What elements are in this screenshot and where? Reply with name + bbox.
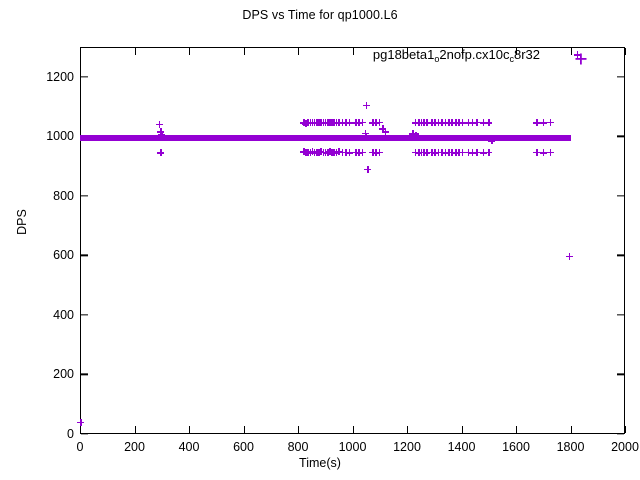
y-tick-mark xyxy=(81,195,88,197)
x-tick-mark-top xyxy=(625,48,627,55)
x-tick-label: 0 xyxy=(76,440,84,454)
x-tick-mark xyxy=(189,426,191,433)
y-tick-mark-right xyxy=(617,195,624,197)
x-tick-label: 1000 xyxy=(338,440,367,454)
x-tick-mark-top xyxy=(570,48,572,55)
x-tick-mark xyxy=(407,426,409,433)
x-tick-mark xyxy=(243,426,245,433)
y-tick-label: 600 xyxy=(53,248,74,263)
y-tick-mark-right xyxy=(617,76,624,78)
x-tick-mark-top xyxy=(189,48,191,55)
y-tick-mark-right xyxy=(617,135,624,137)
y-axis-label: DPS xyxy=(15,209,29,235)
x-tick-mark-top xyxy=(243,48,245,55)
legend-marker-sample xyxy=(574,52,588,66)
x-tick-mark xyxy=(298,426,300,433)
y-tick-mark xyxy=(81,254,88,257)
y-tick-label: 1200 xyxy=(46,69,74,84)
x-tick-mark xyxy=(352,426,354,433)
x-axis-label: Time(s) xyxy=(299,456,341,470)
x-tick-label: 1200 xyxy=(393,440,421,454)
y-tick-label: 200 xyxy=(53,367,74,382)
x-tick-label: 800 xyxy=(287,440,309,454)
y-tick-mark-right xyxy=(617,433,624,435)
y-tick-mark xyxy=(81,314,88,316)
x-tick-mark-top xyxy=(80,48,82,55)
x-tick-mark-top xyxy=(407,48,409,55)
y-tick-mark-right xyxy=(617,373,624,376)
y-tick-label: 400 xyxy=(53,307,74,322)
x-tick-label: 2000 xyxy=(611,440,639,454)
x-tick-mark-top xyxy=(298,48,300,55)
y-tick-mark xyxy=(81,433,88,435)
plot-frame xyxy=(80,47,625,434)
y-tick-mark xyxy=(81,76,88,78)
x-tick-mark xyxy=(134,426,136,433)
x-tick-mark-top xyxy=(461,48,463,55)
y-tick-label: 1000 xyxy=(46,129,74,144)
x-tick-label: 400 xyxy=(178,440,200,454)
y-tick-label: 800 xyxy=(53,188,74,203)
x-tick-label: 1400 xyxy=(447,440,476,454)
x-tick-mark xyxy=(461,426,463,433)
x-tick-mark xyxy=(625,426,627,433)
x-tick-mark xyxy=(516,426,518,433)
y-tick-mark-right xyxy=(617,254,624,257)
y-tick-mark-right xyxy=(617,314,624,316)
x-tick-label: 1600 xyxy=(502,440,530,454)
x-tick-mark-top xyxy=(134,48,136,55)
chart-title: DPS vs Time for qp1000.L6 xyxy=(242,8,398,22)
x-tick-label: 1800 xyxy=(556,440,585,454)
y-tick-label: 0 xyxy=(67,427,74,441)
y-tick-mark xyxy=(81,373,88,376)
x-tick-label: 200 xyxy=(124,440,145,454)
x-tick-mark-top xyxy=(516,48,518,55)
legend-entry-label: pg18beta1o2nofp.cx10cc8r32 xyxy=(372,47,540,64)
x-tick-mark-top xyxy=(352,48,354,55)
x-tick-label: 600 xyxy=(233,440,254,454)
dense-data-band xyxy=(80,134,571,142)
x-tick-mark xyxy=(80,426,82,433)
x-tick-mark xyxy=(570,426,572,433)
